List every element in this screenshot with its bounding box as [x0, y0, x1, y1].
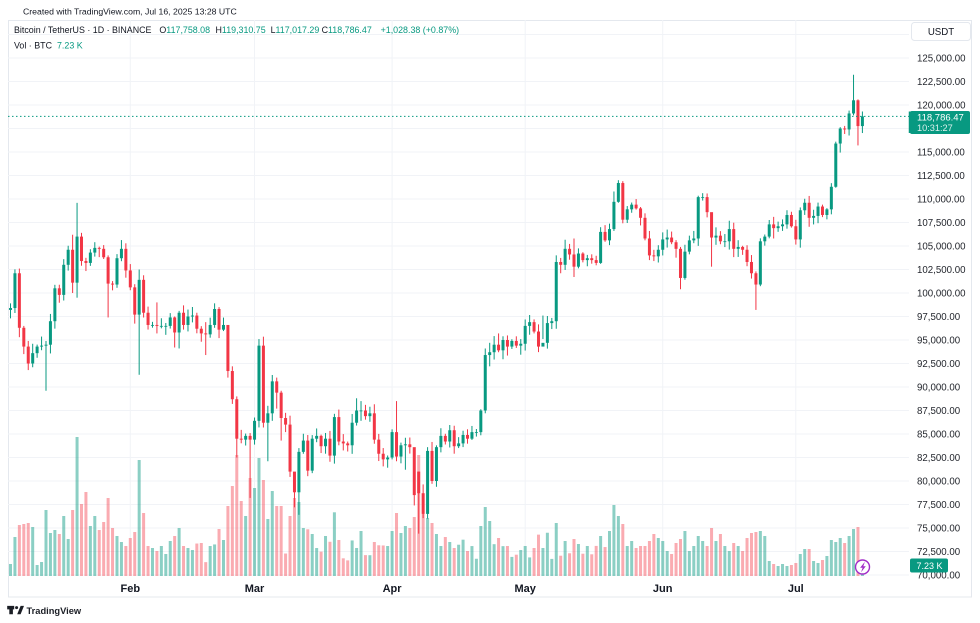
- svg-text:C118,786.47: C118,786.47: [322, 25, 372, 35]
- svg-text:100,000.00: 100,000.00: [917, 288, 966, 299]
- svg-text:Jun: Jun: [653, 583, 673, 595]
- svg-text:80,000.00: 80,000.00: [917, 476, 961, 487]
- svg-text:97,500.00: 97,500.00: [917, 312, 961, 323]
- svg-text:7.23 K: 7.23 K: [917, 561, 943, 571]
- svg-text:Apr: Apr: [383, 583, 403, 595]
- svg-text:L117,017.29: L117,017.29: [271, 25, 320, 35]
- svg-text:Vol · BTC: Vol · BTC: [14, 41, 53, 51]
- svg-text:Created with TradingView.com,: Created with TradingView.com, Jul 16, 20…: [23, 7, 237, 17]
- svg-text:May: May: [514, 583, 536, 595]
- svg-text:87,500.00: 87,500.00: [917, 406, 961, 417]
- svg-text:Mar: Mar: [245, 583, 265, 595]
- svg-text:105,000.00: 105,000.00: [917, 241, 966, 252]
- svg-text:Feb: Feb: [121, 583, 141, 595]
- svg-text:TradingView: TradingView: [27, 606, 82, 616]
- svg-text:92,500.00: 92,500.00: [917, 359, 961, 370]
- svg-text:H119,310.75: H119,310.75: [216, 25, 266, 35]
- svg-text:90,000.00: 90,000.00: [917, 382, 961, 393]
- svg-text:7.23 K: 7.23 K: [57, 41, 83, 51]
- svg-text:70,000.00: 70,000.00: [917, 570, 961, 581]
- svg-text:10:31:27: 10:31:27: [917, 123, 953, 133]
- svg-text:118,786.47: 118,786.47: [917, 113, 964, 124]
- svg-text:95,000.00: 95,000.00: [917, 335, 961, 346]
- svg-text:Bitcoin / TetherUS · 1D · BINA: Bitcoin / TetherUS · 1D · BINANCE: [14, 25, 152, 35]
- svg-text:120,000.00: 120,000.00: [917, 100, 966, 111]
- svg-text:102,500.00: 102,500.00: [917, 265, 966, 276]
- svg-text:85,000.00: 85,000.00: [917, 429, 961, 440]
- svg-text:82,500.00: 82,500.00: [917, 453, 961, 464]
- svg-text:Jul: Jul: [788, 583, 804, 595]
- svg-text:122,500.00: 122,500.00: [917, 77, 966, 88]
- svg-text:77,500.00: 77,500.00: [917, 500, 961, 511]
- svg-text:75,000.00: 75,000.00: [917, 523, 961, 534]
- svg-text:110,000.00: 110,000.00: [917, 194, 965, 205]
- svg-text:112,500.00: 112,500.00: [917, 171, 965, 182]
- svg-text:USDT: USDT: [928, 27, 954, 38]
- svg-text:107,500.00: 107,500.00: [917, 218, 966, 229]
- svg-text:72,500.00: 72,500.00: [917, 547, 961, 558]
- svg-text:115,000.00: 115,000.00: [917, 147, 965, 158]
- svg-text:+1,028.38 (+0.87%): +1,028.38 (+0.87%): [381, 25, 459, 35]
- svg-text:O117,758.08: O117,758.08: [159, 25, 210, 35]
- svg-text:125,000.00: 125,000.00: [917, 53, 966, 64]
